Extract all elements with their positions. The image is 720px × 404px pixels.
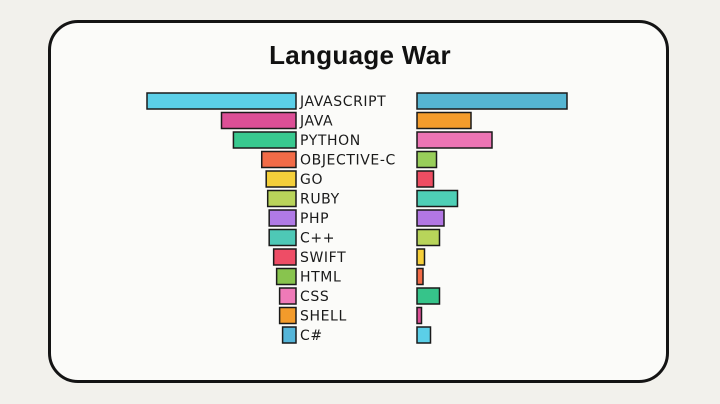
right-bar-go [416, 170, 435, 188]
left-bar-javascript [146, 92, 297, 110]
left-bar-swift [272, 248, 297, 266]
right-bar-javascript [416, 92, 568, 110]
left-bar-php [268, 209, 297, 227]
right-bar-shell [416, 306, 423, 325]
right-bar-html [416, 267, 424, 286]
right-bar-python [416, 131, 493, 149]
language-label: RUBY [300, 192, 340, 208]
language-label: SWIFT [300, 250, 346, 266]
right-bar-c++ [416, 228, 441, 247]
left-bar-java [220, 111, 297, 130]
left-bar-c++ [268, 228, 297, 247]
chart-frame [48, 20, 669, 383]
left-bar-python [232, 131, 297, 149]
right-bar-css [416, 287, 441, 305]
left-bar-go [265, 170, 297, 188]
language-label: C# [300, 328, 323, 344]
language-label: PHP [300, 211, 329, 227]
right-bar-ruby [416, 189, 459, 208]
language-label: CSS [300, 289, 329, 305]
right-bar-php [416, 209, 445, 227]
left-bar-ruby [266, 189, 297, 208]
left-bar-css [278, 287, 297, 305]
language-label: OBJECTIVE-C [300, 153, 396, 169]
language-label: C++ [300, 231, 335, 247]
language-label: GO [300, 172, 323, 188]
language-label: JAVASCRIPT [299, 94, 386, 110]
right-bar-objective-c [416, 150, 438, 169]
chart-title: Language War [269, 40, 451, 70]
right-bar-swift [416, 248, 426, 266]
language-label: SHELL [300, 309, 347, 325]
language-label: HTML [300, 270, 341, 286]
left-bar-shell [278, 306, 297, 325]
left-bar-objective-c [260, 150, 297, 169]
right-bar-java [416, 111, 472, 130]
right-bar-c# [416, 326, 432, 344]
language-label: PYTHON [300, 133, 361, 149]
language-label: JAVA [299, 114, 333, 130]
left-bar-html [275, 267, 297, 286]
left-bar-c# [281, 326, 297, 344]
